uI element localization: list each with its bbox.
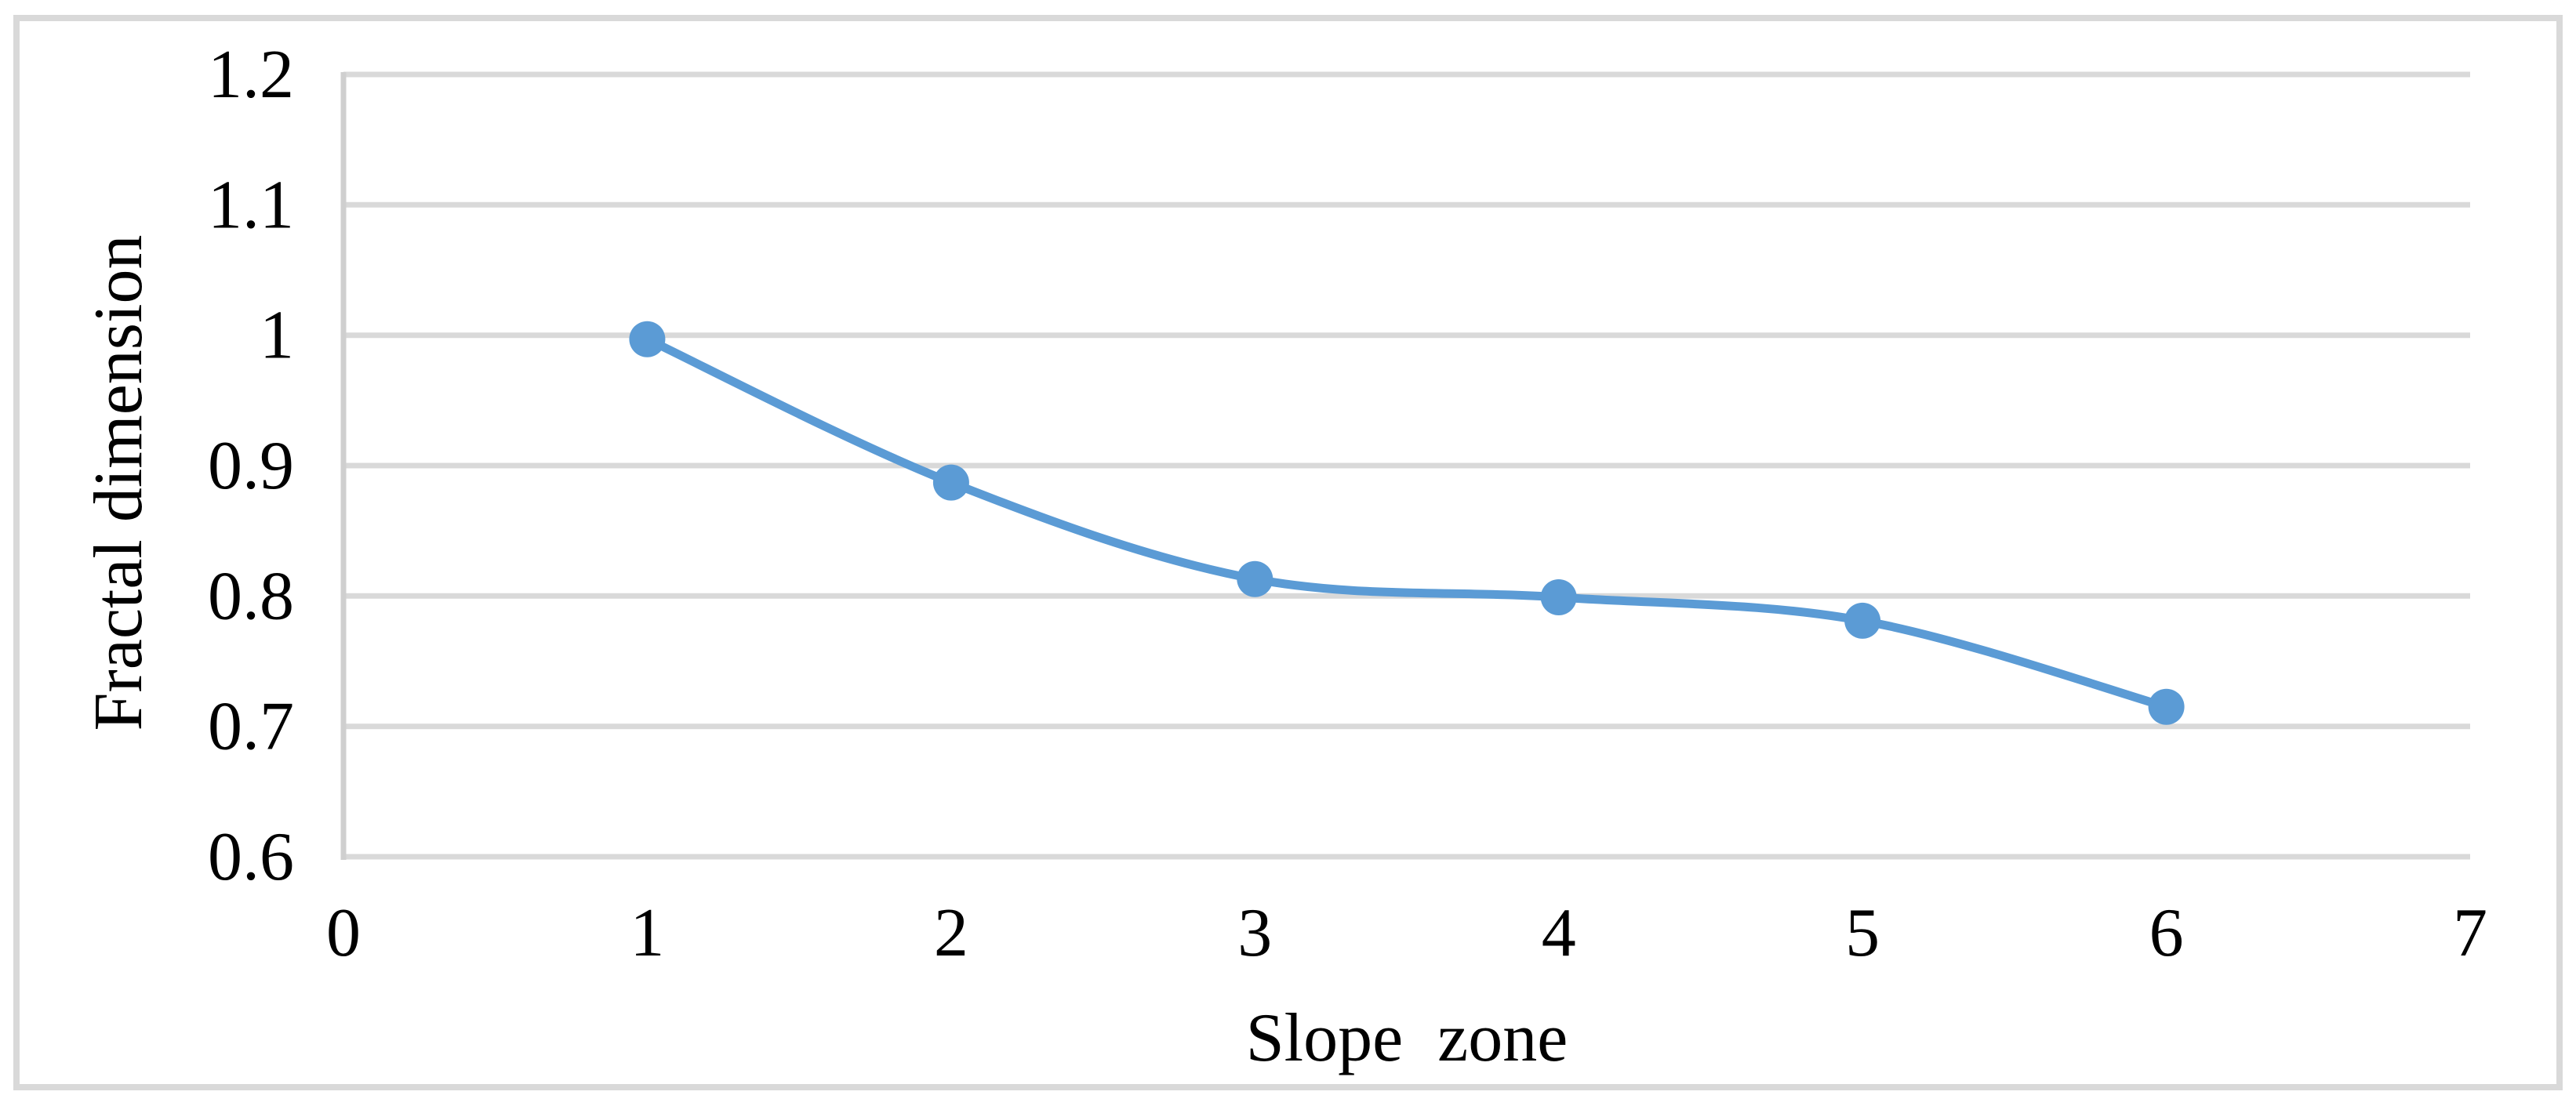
data-point-marker bbox=[629, 321, 666, 357]
y-axis-title: Fractal dimension bbox=[81, 235, 157, 731]
figure-border bbox=[13, 15, 2563, 1090]
x-tick-label: 5 bbox=[1845, 895, 1880, 971]
y-tick-label: 1.1 bbox=[208, 167, 294, 243]
y-tick-label: 1.2 bbox=[208, 37, 294, 113]
x-tick-label: 6 bbox=[2149, 895, 2184, 971]
x-tick-label: 4 bbox=[1542, 895, 1576, 971]
y-tick-label: 0.7 bbox=[208, 689, 294, 765]
y-tick-label: 1 bbox=[260, 298, 294, 374]
x-axis-title: Slope zone bbox=[1246, 1000, 1568, 1076]
gridlines bbox=[343, 71, 2470, 860]
data-point-marker bbox=[1844, 602, 1881, 639]
series-markers bbox=[629, 321, 2185, 725]
y-tick-label: 0.8 bbox=[208, 558, 294, 634]
x-tick-label: 2 bbox=[934, 895, 968, 971]
data-point-marker bbox=[932, 464, 969, 501]
x-tick-label: 1 bbox=[630, 895, 664, 971]
y-axis-tick-labels: 1.2 1.1 1 0.9 0.8 0.7 0.6 bbox=[208, 37, 294, 895]
x-axis-tick-labels: 0 1 2 3 4 5 6 7 bbox=[326, 895, 2487, 971]
data-point-marker bbox=[2148, 688, 2185, 725]
x-tick-label: 3 bbox=[1237, 895, 1272, 971]
y-tick-label: 0.9 bbox=[208, 428, 294, 504]
series-curve bbox=[642, 335, 2171, 712]
x-tick-label: 7 bbox=[2453, 895, 2487, 971]
data-point-marker bbox=[1237, 560, 1273, 597]
y-tick-label: 0.6 bbox=[208, 819, 294, 895]
x-tick-label: 0 bbox=[326, 895, 361, 971]
data-point-marker bbox=[1540, 579, 1577, 615]
